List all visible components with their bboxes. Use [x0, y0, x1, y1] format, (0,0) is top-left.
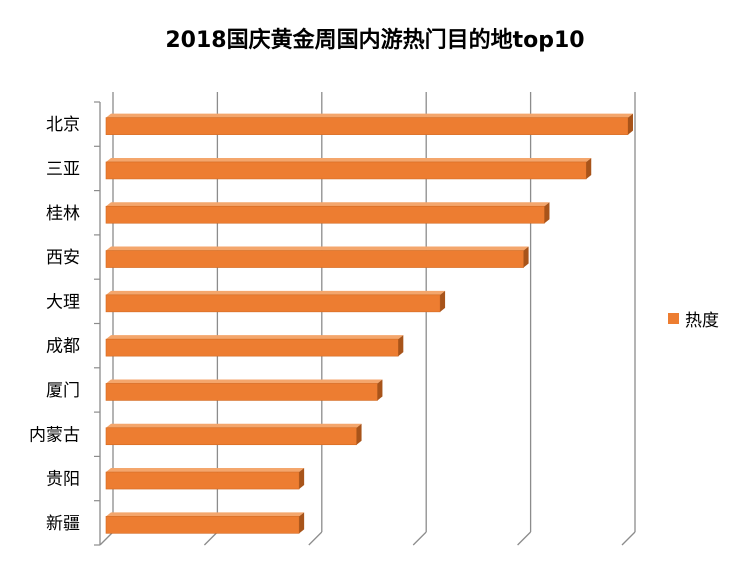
bar [105, 161, 587, 180]
bar [105, 294, 441, 313]
bar-top [106, 246, 529, 251]
bar-top [106, 335, 404, 340]
gridline-floor [517, 531, 532, 546]
y-tick-label: 三亚 [46, 159, 80, 179]
gridline-floor [99, 531, 114, 546]
bar [105, 250, 524, 268]
bar [105, 471, 300, 490]
bar-top [106, 379, 383, 384]
y-tick-label: 厦门 [46, 381, 80, 401]
gridline-floor [203, 531, 218, 546]
bar-top [106, 512, 305, 517]
bar-end [356, 423, 362, 445]
bar [105, 338, 399, 357]
bar-end [299, 512, 305, 534]
bar-end [398, 335, 404, 357]
bar-end [377, 379, 383, 401]
bar [105, 427, 357, 446]
y-tick-label: 北京 [46, 115, 80, 135]
bar-end [440, 290, 446, 312]
bar-end [299, 468, 305, 490]
bar [105, 383, 378, 401]
gridline-floor [412, 531, 427, 546]
bar [105, 117, 629, 135]
bar-top [106, 157, 592, 162]
y-tick-label: 内蒙古 [29, 425, 80, 445]
y-tick-label: 西安 [46, 248, 80, 268]
legend-swatch [668, 313, 679, 324]
bar-top [106, 468, 305, 473]
chart-title: 2018国庆黄金周国内游热门目的地top10 [165, 28, 585, 53]
y-tick-label: 桂林 [46, 204, 80, 224]
gridline-floor [308, 531, 323, 546]
bar-top [106, 113, 633, 118]
bar-end [628, 113, 633, 135]
bar-end [586, 157, 592, 179]
legend-label: 热度 [685, 311, 719, 331]
bar-end [523, 246, 529, 268]
legend: 热度 [668, 306, 719, 331]
bar-top [106, 290, 446, 295]
y-tick-label: 贵阳 [46, 470, 80, 490]
bar-top [106, 202, 550, 207]
y-tick-label: 新疆 [46, 514, 80, 534]
y-tick-label: 大理 [46, 292, 80, 312]
bar-top [106, 423, 362, 428]
bar-end [544, 202, 550, 224]
bar [105, 205, 545, 224]
gridline-floor [621, 531, 636, 546]
bar [105, 516, 300, 534]
y-tick-label: 成都 [46, 337, 80, 357]
